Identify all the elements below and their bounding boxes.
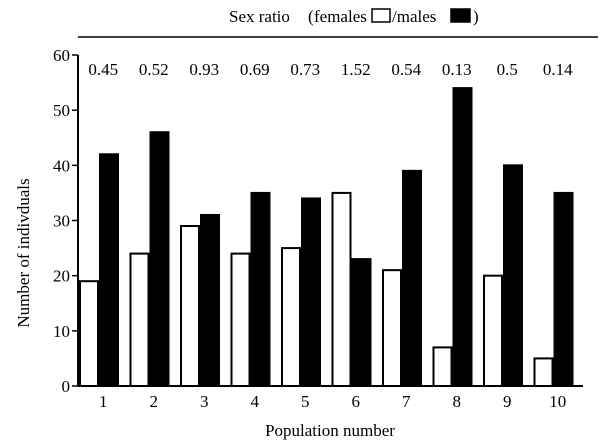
x-tick-label-8: 8 [453,392,462,411]
bar-males-5 [301,197,321,387]
x-tick-label-5: 5 [301,392,310,411]
bar-females-4 [230,252,251,387]
ratio-label-8: 0.13 [442,60,472,79]
x-tick-label-10: 10 [549,392,566,411]
bar-males-8 [452,87,473,387]
y-tick-label-20: 20 [53,267,70,286]
bar-females-2 [129,252,150,387]
bar-females-5 [281,247,301,387]
x-tick-labels: 1 2 3 4 5 6 7 8 9 10 [99,392,566,411]
bars [79,87,574,387]
ratio-label-10: 0.14 [543,60,573,79]
ratio-label-3: 0.93 [189,60,219,79]
x-tick-label-4: 4 [251,392,260,411]
chart-title: Sex ratio ( females /males ) [78,7,598,38]
bar-females-6 [331,191,352,387]
y-ticks: 0 10 20 30 40 50 60 [53,46,78,396]
title-separator: /males [392,7,436,26]
x-tick-label-9: 9 [503,392,512,411]
bar-males-10 [553,191,574,387]
ratio-labels: 0.45 0.52 0.93 0.69 0.73 1.52 0.54 0.13 0.5 0.14 [88,60,573,79]
x-tick-label-3: 3 [200,392,209,411]
bar-males-4 [250,191,271,387]
bar-males-6 [351,258,372,387]
title-close-paren: ) [473,7,479,26]
x-axis-label: Population number [265,421,395,440]
ratio-label-7: 0.54 [391,60,421,79]
legend-swatch-females [371,8,391,23]
bar-females-1 [79,280,99,387]
x-tick-label-7: 7 [402,392,411,411]
bar-males-7 [402,169,422,387]
y-tick-label-40: 40 [53,156,70,175]
y-tick-label-0: 0 [62,377,71,396]
axes: 0 10 20 30 40 50 60 1 2 3 4 5 6 7 8 9 10 [53,46,583,411]
bar-females-8 [432,346,453,387]
x-tick-label-6: 6 [352,392,361,411]
ratio-label-5: 0.73 [290,60,320,79]
x-tick-label-2: 2 [150,392,159,411]
ratio-label-2: 0.52 [139,60,169,79]
bar-females-3 [180,225,200,387]
y-axis-label: Number of indivduals [14,178,33,327]
y-tick-label-10: 10 [53,322,70,341]
bar-females-10 [533,357,554,387]
ratio-label-1: 0.45 [88,60,118,79]
y-tick-label-50: 50 [53,101,70,120]
bar-females-7 [382,269,402,387]
x-tick-label-1: 1 [99,392,108,411]
bar-females-9 [483,274,503,387]
bar-males-9 [503,164,523,387]
ratio-label-4: 0.69 [240,60,270,79]
ratio-label-6: 1.52 [341,60,371,79]
y-tick-label-30: 30 [53,212,70,231]
bar-males-2 [149,131,170,387]
title-open-paren: ( [308,7,314,26]
y-tick-label-60: 60 [53,46,70,65]
ratio-label-9: 0.5 [497,60,518,79]
bar-males-3 [200,213,220,387]
title-females-label: females [314,7,367,26]
title-prefix: Sex ratio [229,7,290,26]
bar-males-1 [99,153,119,387]
legend-swatch-males [450,8,471,23]
